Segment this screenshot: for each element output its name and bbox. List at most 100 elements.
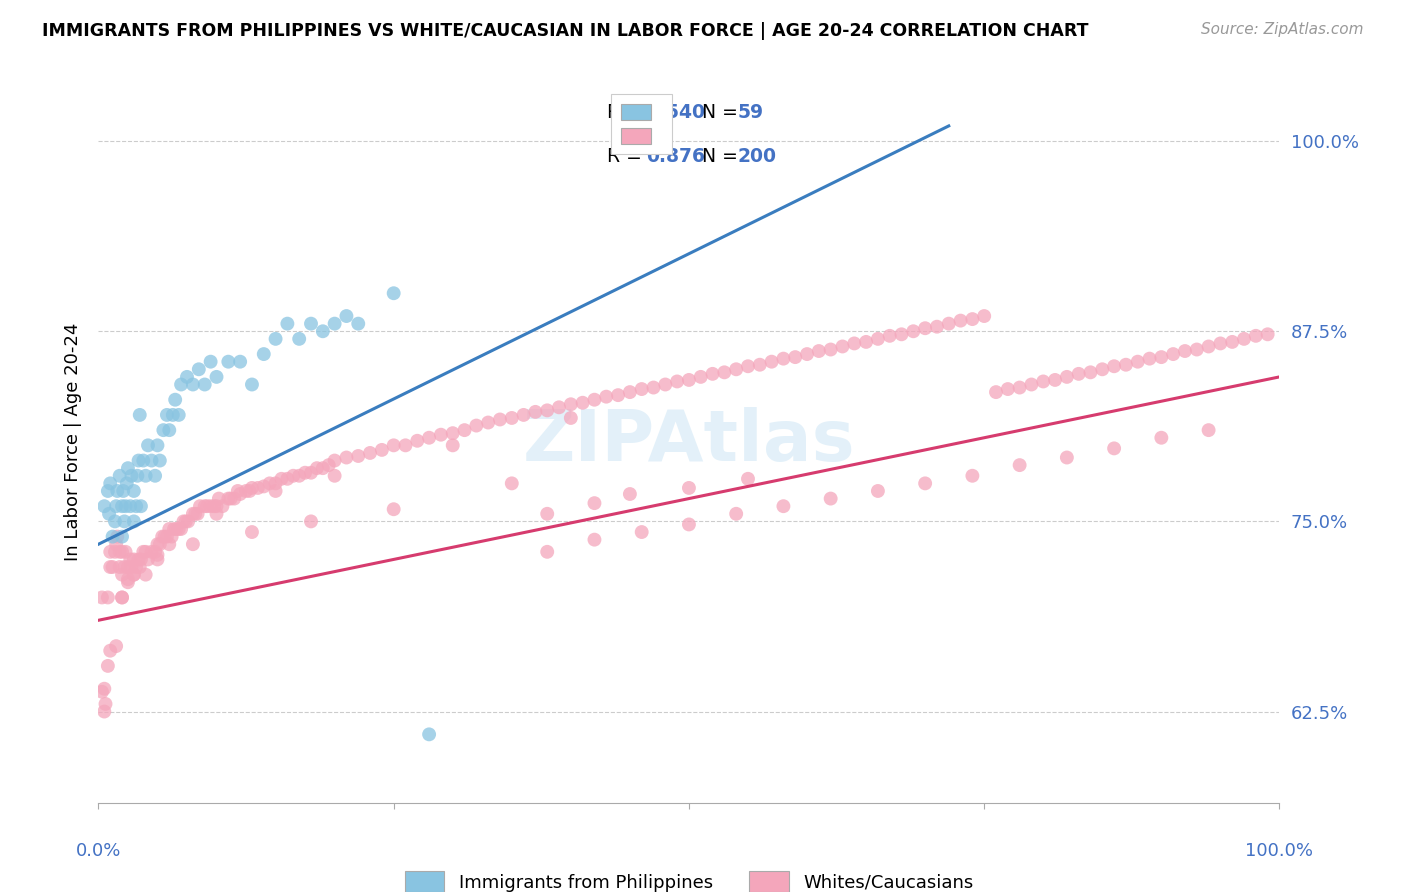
Point [108,545,131,559]
Point [925,319,948,334]
Point [253,479,276,493]
Point [1233,332,1256,346]
Point [205,370,228,384]
Point [890,327,912,342]
Text: 0.0%: 0.0% [76,842,121,860]
Point [141,545,163,559]
Point [264,483,287,498]
Point [914,476,936,491]
Point [217,491,239,506]
Point [571,396,593,410]
Point [347,449,370,463]
Point [211,499,233,513]
Point [820,491,842,506]
Point [335,309,357,323]
Point [162,408,184,422]
Point [122,515,145,529]
Point [1198,423,1220,437]
Point [441,426,464,441]
Point [820,343,842,357]
Point [713,365,735,379]
Point [111,545,134,559]
Point [1126,354,1149,368]
Point [105,537,128,551]
Point [997,382,1019,396]
Point [312,461,335,475]
Point [165,392,187,407]
Point [101,530,124,544]
Point [240,481,263,495]
Point [382,286,405,301]
Point [246,481,269,495]
Text: R =: R = [607,146,648,166]
Point [187,507,209,521]
Point [150,530,173,544]
Point [163,522,186,536]
Point [112,560,135,574]
Text: 200: 200 [737,146,776,166]
Point [98,507,121,521]
Point [122,567,145,582]
Point [146,548,169,562]
Point [761,354,783,368]
Text: N =: N = [690,103,744,122]
Point [1043,373,1066,387]
Point [117,461,139,475]
Point [1080,365,1102,379]
Point [202,499,225,513]
Point [165,522,187,536]
Point [1220,334,1243,349]
Point [240,377,263,392]
Text: 59: 59 [737,103,763,122]
Point [194,377,217,392]
Point [170,377,193,392]
Point [152,423,174,437]
Legend: Immigrants from Philippines, Whites/Caucasians: Immigrants from Philippines, Whites/Cauc… [395,863,983,892]
Point [548,401,571,415]
Point [323,468,346,483]
Point [1102,359,1125,374]
Point [725,507,748,521]
Point [560,411,582,425]
Point [654,377,676,392]
Text: R =: R = [607,103,648,122]
Point [146,552,169,566]
Point [200,499,222,513]
Point [117,575,139,590]
Point [94,697,117,711]
Point [104,515,127,529]
Point [229,487,252,501]
Point [689,370,711,384]
Point [855,334,877,349]
Text: 0.540: 0.540 [647,103,706,122]
Point [149,453,172,467]
Point [93,681,115,696]
Point [465,418,488,433]
Point [394,438,416,452]
Point [93,499,115,513]
Point [98,476,121,491]
Point [125,560,148,574]
Text: N =: N = [690,146,744,166]
Point [583,496,606,510]
Point [240,524,263,539]
Point [737,472,759,486]
Point [501,476,523,491]
Point [224,491,246,506]
Point [441,438,464,452]
Point [1056,450,1078,465]
Point [583,533,606,547]
Point [1257,327,1279,342]
Point [259,476,281,491]
Point [359,446,381,460]
Point [371,442,394,457]
Point [536,403,558,417]
Point [630,524,652,539]
Point [205,507,228,521]
Point [630,382,652,396]
Point [97,591,120,605]
Point [643,380,665,394]
Point [430,427,453,442]
Point [678,481,700,495]
Point [98,560,121,574]
